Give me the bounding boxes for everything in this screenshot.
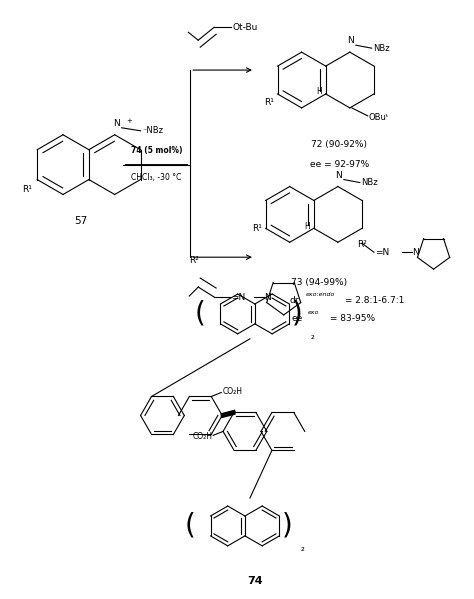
Text: 74 (5 mol%): 74 (5 mol%): [131, 146, 182, 155]
Text: ee: ee: [292, 314, 303, 323]
Text: 57: 57: [74, 216, 88, 226]
Text: exo: exo: [308, 310, 319, 315]
Text: N: N: [347, 36, 354, 45]
Text: =N: =N: [375, 248, 389, 257]
Text: ): ): [292, 300, 302, 328]
Text: CHCl₃, -30 °C: CHCl₃, -30 °C: [131, 173, 182, 181]
Text: 72 (90-92%): 72 (90-92%): [311, 140, 367, 149]
Text: N: N: [412, 248, 419, 257]
Text: CO₂H: CO₂H: [192, 432, 212, 441]
Text: R²: R²: [357, 240, 367, 249]
Text: H: H: [304, 222, 310, 231]
Text: = 83-95%: = 83-95%: [328, 314, 375, 323]
Text: R¹: R¹: [22, 184, 32, 193]
Text: OBuᵗ: OBuᵗ: [369, 113, 389, 122]
Text: R¹: R¹: [252, 224, 262, 233]
Text: =N: =N: [231, 292, 245, 301]
Text: 74: 74: [247, 576, 263, 586]
Text: 73 (94-99%): 73 (94-99%): [292, 278, 347, 287]
Text: dr: dr: [290, 296, 299, 305]
Text: = 2.8:1-6.7:1: = 2.8:1-6.7:1: [342, 296, 405, 305]
Text: (: (: [194, 300, 205, 328]
Text: ee = 92-97%: ee = 92-97%: [310, 160, 369, 169]
Text: NBz: NBz: [361, 178, 377, 187]
Text: Ot-Bu: Ot-Bu: [232, 23, 257, 32]
Text: N: N: [113, 119, 120, 128]
Text: ₂: ₂: [301, 543, 305, 553]
Text: ): ): [282, 512, 292, 540]
Text: (: (: [184, 512, 195, 540]
Text: H: H: [316, 87, 322, 96]
Text: N: N: [336, 171, 342, 180]
Text: N: N: [264, 292, 271, 301]
Text: CO₂H: CO₂H: [222, 387, 242, 396]
Text: R²: R²: [189, 256, 199, 265]
Text: exo:endo: exo:endo: [306, 292, 335, 297]
Text: ⁻NBz: ⁻NBz: [143, 126, 164, 135]
Text: ₂: ₂: [311, 331, 315, 341]
Text: +: +: [127, 118, 133, 124]
Text: NBz: NBz: [373, 44, 389, 53]
Text: R¹: R¹: [264, 98, 273, 107]
